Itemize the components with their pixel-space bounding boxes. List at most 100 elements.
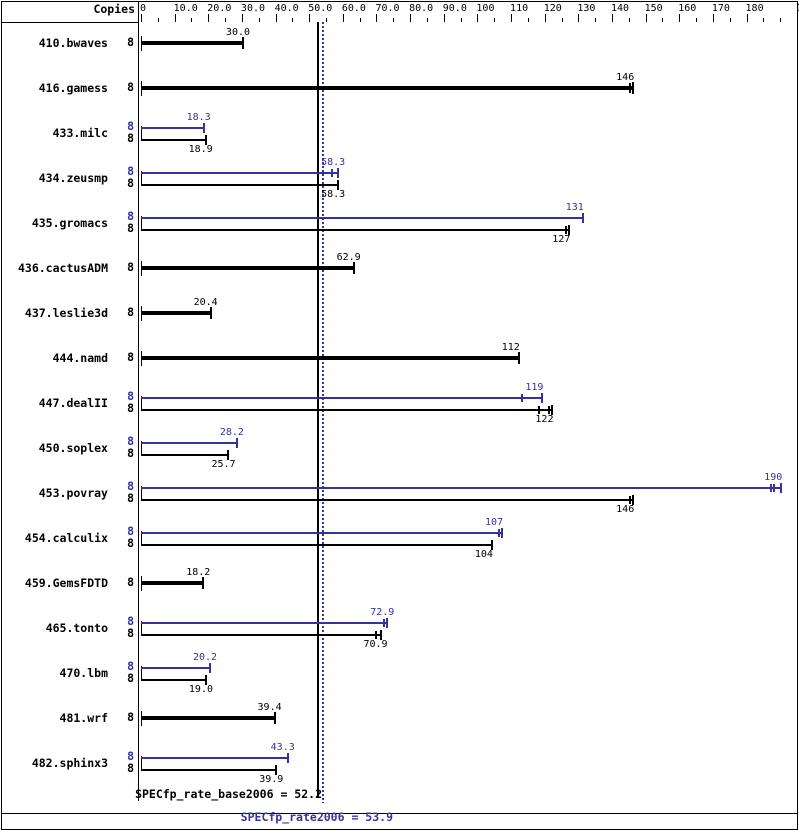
base-value-label: 18.9 [188,144,213,155]
footer-base-result: SPECfp_rate_base2006 = 52.2 [135,787,322,801]
axis-minor-tick [662,18,664,22]
base-bar-endcap [337,180,340,190]
bar-origin-tick [141,441,142,456]
copies-value-base: 8 [127,491,134,505]
bar-origin-tick [141,666,142,681]
peak-mean-reference-line [322,22,325,803]
peak-bar-endcap [780,483,783,493]
axis-tick-label: 80.0 [409,3,434,14]
peak-value-label: 190 [764,472,783,483]
base-run-tick [568,226,571,234]
peak-bar [141,172,338,174]
copies-value-base: 8 [127,671,134,685]
peak-bar-endcap [541,393,544,403]
peak-bar [141,667,209,669]
base-bar [141,86,633,90]
base-bar [141,311,210,315]
base-value-label: 25.7 [211,459,236,470]
axis-major-tick [746,14,748,22]
copies-value-base: 8 [127,446,134,460]
peak-value-label: 107 [484,517,504,528]
base-value-label: 30.0 [225,27,251,38]
axis-major-tick [241,14,243,22]
base-bar-endcap [241,37,244,49]
copies-value-peak: 8 [127,479,134,493]
axis-tick-label: 130 [577,3,596,14]
peak-bar-endcap [208,663,211,673]
axis-tick-label: 180 [745,3,764,14]
copies-value-peak: 8 [127,164,134,178]
axis-minor-tick [326,18,328,22]
copies-value-base: 8 [127,575,134,589]
peak-run-tick [497,529,500,537]
copies-header: Copies [93,2,135,16]
base-run-tick [632,496,635,504]
base-bar [141,769,276,771]
copies-value-base: 8 [127,401,134,415]
axis-tick-label: 170 [711,3,730,14]
benchmark-label: 481.wrf [59,711,108,725]
peak-bar [141,442,236,444]
base-bar-endcap [273,712,276,724]
copies-value-base: 8 [127,536,134,550]
copies-value-base: 8 [127,305,134,319]
base-run-tick [551,406,554,414]
copies-value-peak: 8 [127,209,134,223]
axis-major-tick [376,14,378,22]
copies-value-base: 8 [127,260,134,274]
base-value-label: 19.0 [188,684,213,695]
peak-bar-endcap [202,123,205,133]
bar-origin-tick [141,531,142,546]
base-value-label: 112 [501,342,520,353]
base-value-label: 127 [552,234,571,245]
axis-major-tick [544,14,546,22]
benchmark-label: 433.milc [52,126,108,140]
base-value-label: 20.4 [193,297,218,308]
base-value-label: 39.9 [259,774,284,785]
copies-value-peak: 8 [127,434,134,448]
peak-run-tick [383,619,386,627]
axis-major-tick [712,14,714,22]
axis-major-tick [174,14,176,22]
footer-peak-result: SPECfp_rate2006 = 53.9 [240,810,393,824]
benchmark-label: 444.namd [52,351,108,365]
base-bar [141,454,228,456]
peak-value-label: 28.2 [219,427,244,438]
peak-bar [141,757,287,759]
footer-rule [2,813,797,814]
copies-value-peak: 8 [127,659,134,673]
benchmark-label: 410.bwaves [38,36,108,50]
base-bar [141,716,274,720]
base-bar-endcap [352,262,355,274]
axis-minor-tick [258,18,260,22]
axis-minor-tick [696,18,698,22]
axis-major-tick [309,14,311,22]
axis-minor-tick [527,18,529,22]
peak-run-tick [773,484,776,492]
axis-minor-tick [426,18,428,22]
axis-minor-tick [292,18,294,22]
base-value-label: 39.4 [257,702,282,713]
base-bar [141,679,205,681]
base-bar-endcap [202,577,205,589]
axis-tick-label: 120 [543,3,562,14]
axis-minor-tick [157,18,159,22]
base-run-tick [374,631,377,639]
axis-major-tick [443,14,445,22]
bar-origin-tick [141,126,142,141]
axis-minor-tick [729,18,731,22]
base-bar [141,139,205,141]
benchmark-label: 454.calculix [24,531,108,545]
base-bar-endcap [275,765,278,775]
peak-value-label: 18.3 [186,112,211,123]
axis-minor-tick [763,18,765,22]
axis-tick-label: 160 [678,3,697,14]
axis-major-tick [410,14,412,22]
copies-value-base: 8 [127,710,134,724]
axis-tick-label: 10.0 [173,3,198,14]
benchmark-label: 435.gromacs [31,216,108,230]
bar-origin-tick [141,216,142,231]
copies-value-peak: 8 [127,119,134,133]
copies-value-peak: 8 [127,749,134,763]
base-bar-endcap [490,540,493,550]
